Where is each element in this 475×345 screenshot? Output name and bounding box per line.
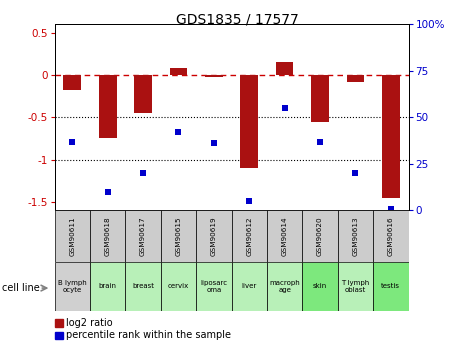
Bar: [267, 262, 303, 310]
Text: liver: liver: [242, 283, 257, 289]
Bar: [303, 210, 338, 262]
Text: GSM90618: GSM90618: [104, 217, 111, 256]
Text: cervix: cervix: [168, 283, 189, 289]
Text: GSM90620: GSM90620: [317, 217, 323, 256]
Bar: [196, 262, 232, 310]
Bar: [170, 68, 187, 75]
Bar: [240, 75, 258, 168]
Point: [139, 170, 147, 176]
Bar: [161, 210, 196, 262]
Bar: [205, 75, 223, 77]
Bar: [338, 210, 373, 262]
Bar: [64, 75, 81, 90]
Text: GSM90619: GSM90619: [211, 217, 217, 256]
Bar: [303, 262, 338, 310]
Bar: [125, 262, 161, 310]
Text: cell line: cell line: [2, 283, 40, 293]
Text: GSM90617: GSM90617: [140, 217, 146, 256]
Text: GDS1835 / 17577: GDS1835 / 17577: [176, 12, 299, 26]
Bar: [267, 210, 303, 262]
Bar: [373, 262, 408, 310]
Point: [281, 105, 288, 111]
Bar: [232, 210, 267, 262]
Bar: [196, 210, 232, 262]
Bar: [55, 262, 90, 310]
Point: [352, 170, 359, 176]
Bar: [382, 75, 399, 198]
Bar: [232, 262, 267, 310]
Text: macroph
age: macroph age: [269, 280, 300, 293]
Bar: [90, 210, 125, 262]
Bar: [338, 262, 373, 310]
Text: log2 ratio: log2 ratio: [66, 318, 113, 327]
Point: [387, 206, 395, 211]
Bar: [134, 75, 152, 113]
Bar: [347, 75, 364, 82]
Bar: [99, 75, 116, 138]
Bar: [55, 210, 90, 262]
Text: GSM90615: GSM90615: [175, 217, 181, 256]
Bar: [90, 262, 125, 310]
Bar: [373, 210, 408, 262]
Point: [246, 198, 253, 204]
Point: [316, 139, 324, 144]
Text: B lymph
ocyte: B lymph ocyte: [58, 280, 87, 293]
Text: brain: brain: [99, 283, 117, 289]
Bar: [276, 62, 294, 75]
Bar: [125, 210, 161, 262]
Text: GSM90611: GSM90611: [69, 217, 76, 256]
Text: breast: breast: [132, 283, 154, 289]
Point: [104, 189, 112, 195]
Text: GSM90612: GSM90612: [246, 217, 252, 256]
Text: liposarc
oma: liposarc oma: [200, 280, 228, 293]
Text: skin: skin: [313, 283, 327, 289]
Text: GSM90616: GSM90616: [388, 217, 394, 256]
Text: GSM90613: GSM90613: [352, 217, 359, 256]
Text: testis: testis: [381, 283, 400, 289]
Text: percentile rank within the sample: percentile rank within the sample: [66, 331, 231, 340]
Point: [210, 141, 218, 146]
Text: T lymph
oblast: T lymph oblast: [342, 280, 370, 293]
Text: GSM90614: GSM90614: [282, 217, 288, 256]
Bar: [161, 262, 196, 310]
Point: [68, 139, 76, 144]
Bar: [311, 75, 329, 121]
Point: [175, 129, 182, 135]
